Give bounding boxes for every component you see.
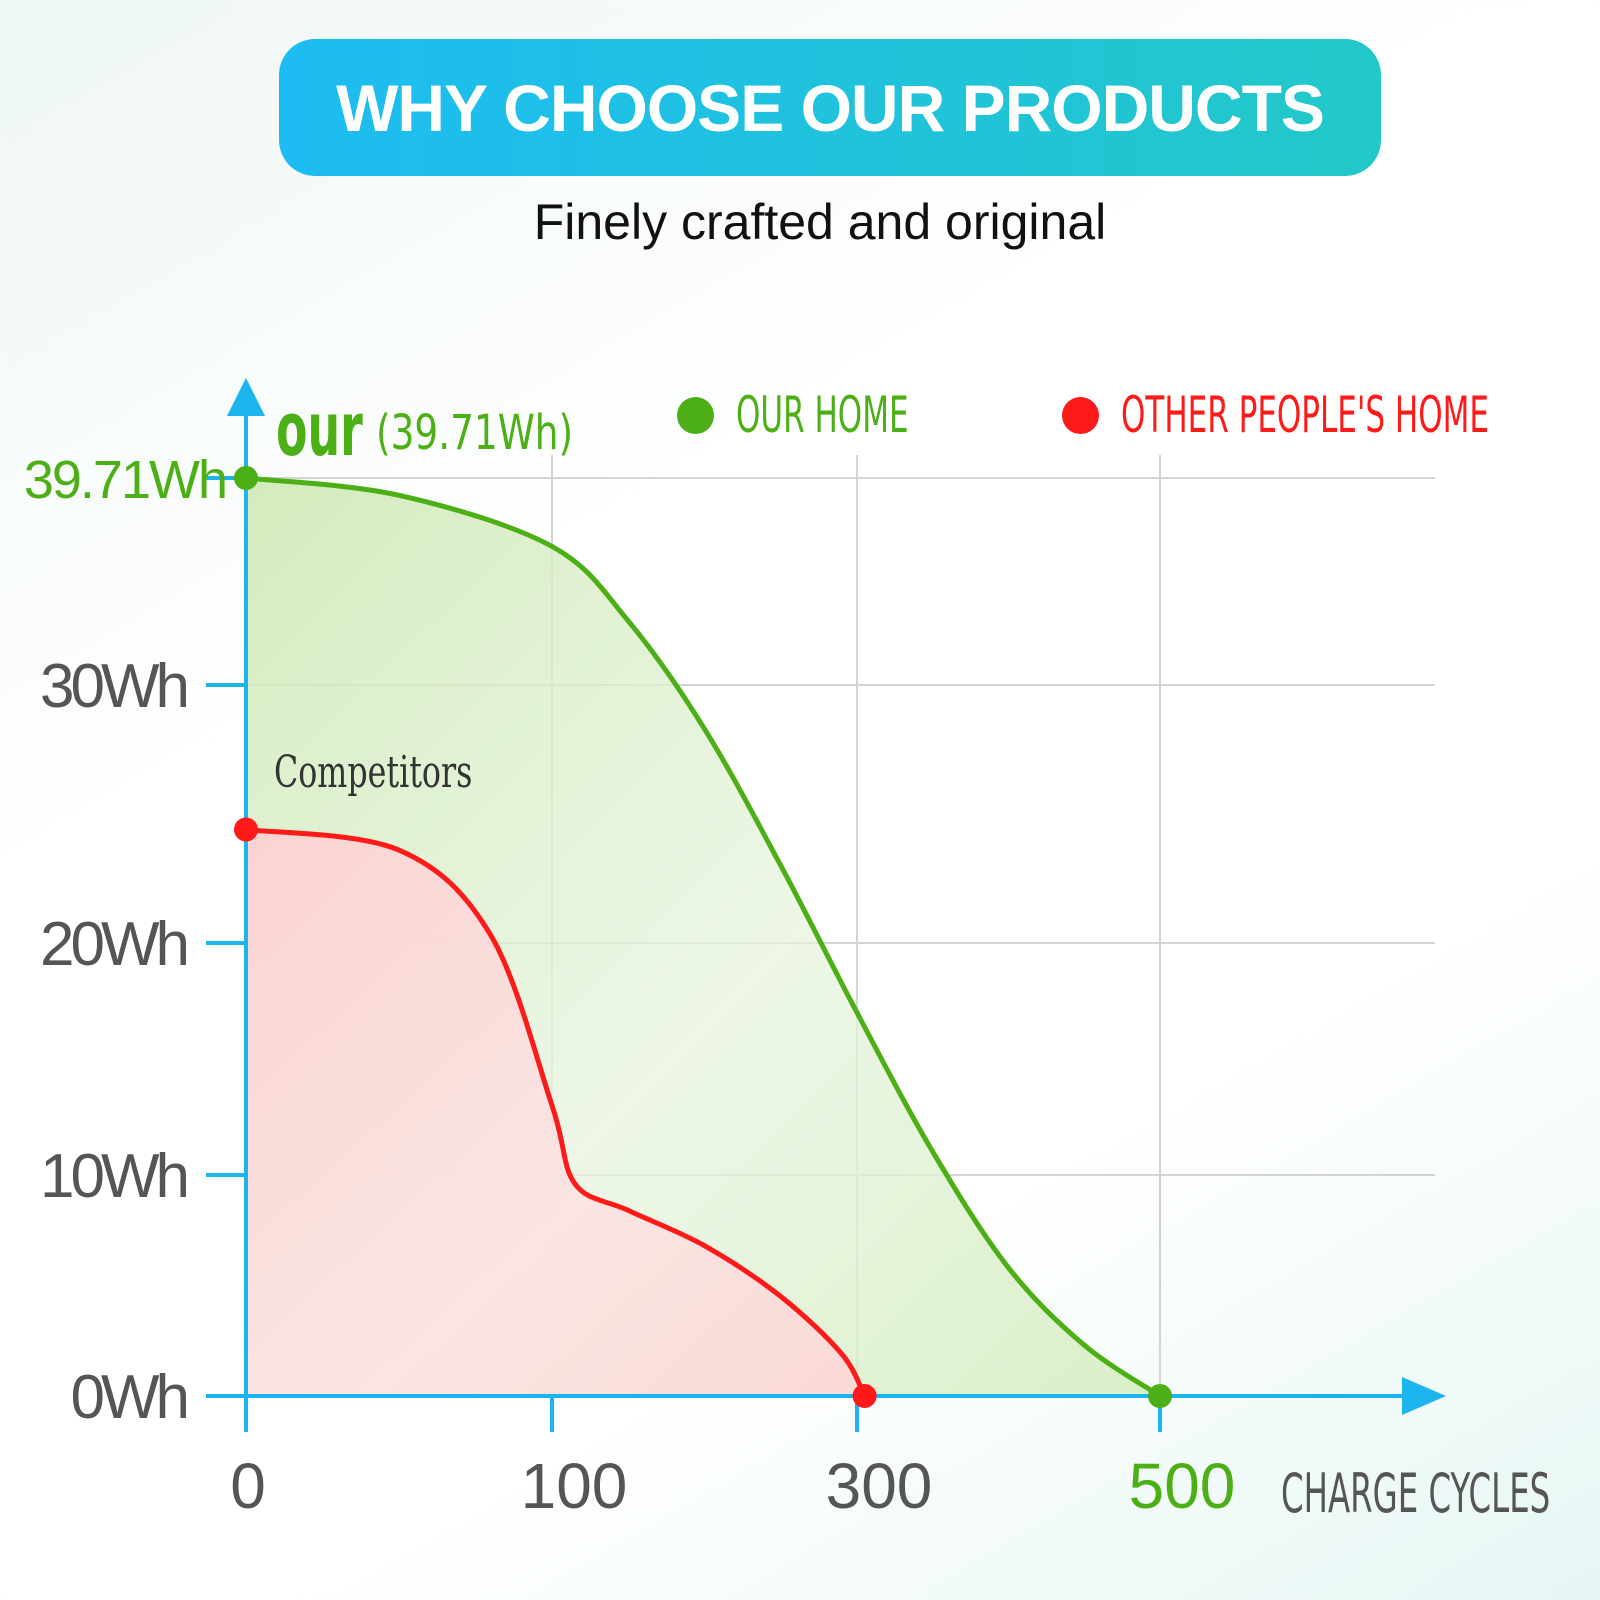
tick-labels: 0Wh 10Wh 20Wh 30Wh 39.71Wh 0 100 300 500 CHARGE C…: [24, 450, 1550, 1525]
x-tick-label: 500: [1129, 1450, 1236, 1522]
y-tick-label: 0Wh: [71, 1363, 187, 1432]
green-dot-icon: [677, 396, 714, 434]
point-ours-end: [1148, 1384, 1172, 1408]
legend-label-ours: OUR HOME: [736, 386, 909, 444]
legend-item-theirs: OTHER PEOPLE'S HOME: [1062, 380, 1600, 450]
annotation-ours-sub: (39.71Wh): [376, 406, 573, 462]
y-tick-label: 39.71Wh: [24, 450, 226, 510]
y-tick-label: 30Wh: [40, 652, 186, 721]
x-axis-title: CHARGE CYCLES: [1281, 1463, 1550, 1525]
x-tick-label: 100: [521, 1450, 628, 1522]
annotation-ours-main: our: [276, 386, 363, 473]
legend-label-theirs: OTHER PEOPLE'S HOME: [1121, 386, 1489, 444]
y-axis-arrow-icon: [227, 378, 265, 416]
series-areas: [246, 478, 1160, 1396]
header-title: WHY CHOOSE OUR PRODUCTS: [336, 70, 1325, 145]
subtitle: Finely crafted and original: [533, 194, 1107, 250]
axes: [206, 378, 1446, 1432]
legend-item-ours: OUR HOME: [677, 380, 1014, 450]
y-tick-label: 20Wh: [40, 910, 186, 979]
x-tick-label: 300: [826, 1450, 933, 1522]
header-banner: WHY CHOOSE OUR PRODUCTS: [279, 39, 1381, 176]
point-theirs-start: [234, 817, 258, 842]
point-ours-start: [234, 466, 258, 490]
series-lines: [234, 466, 1172, 1408]
red-dot-icon: [1062, 396, 1099, 434]
point-theirs-end: [852, 1384, 877, 1408]
x-tick-label: 0: [230, 1450, 266, 1522]
line-ours: [243, 475, 1163, 1399]
y-tick-label: 10Wh: [40, 1142, 186, 1211]
line-theirs: [243, 826, 868, 1399]
annotations: our (39.71Wh) Competitors: [274, 386, 573, 798]
area-theirs: [246, 829, 865, 1396]
x-axis-arrow-icon: [1402, 1377, 1446, 1415]
annotation-competitors: Competitors: [274, 747, 472, 799]
